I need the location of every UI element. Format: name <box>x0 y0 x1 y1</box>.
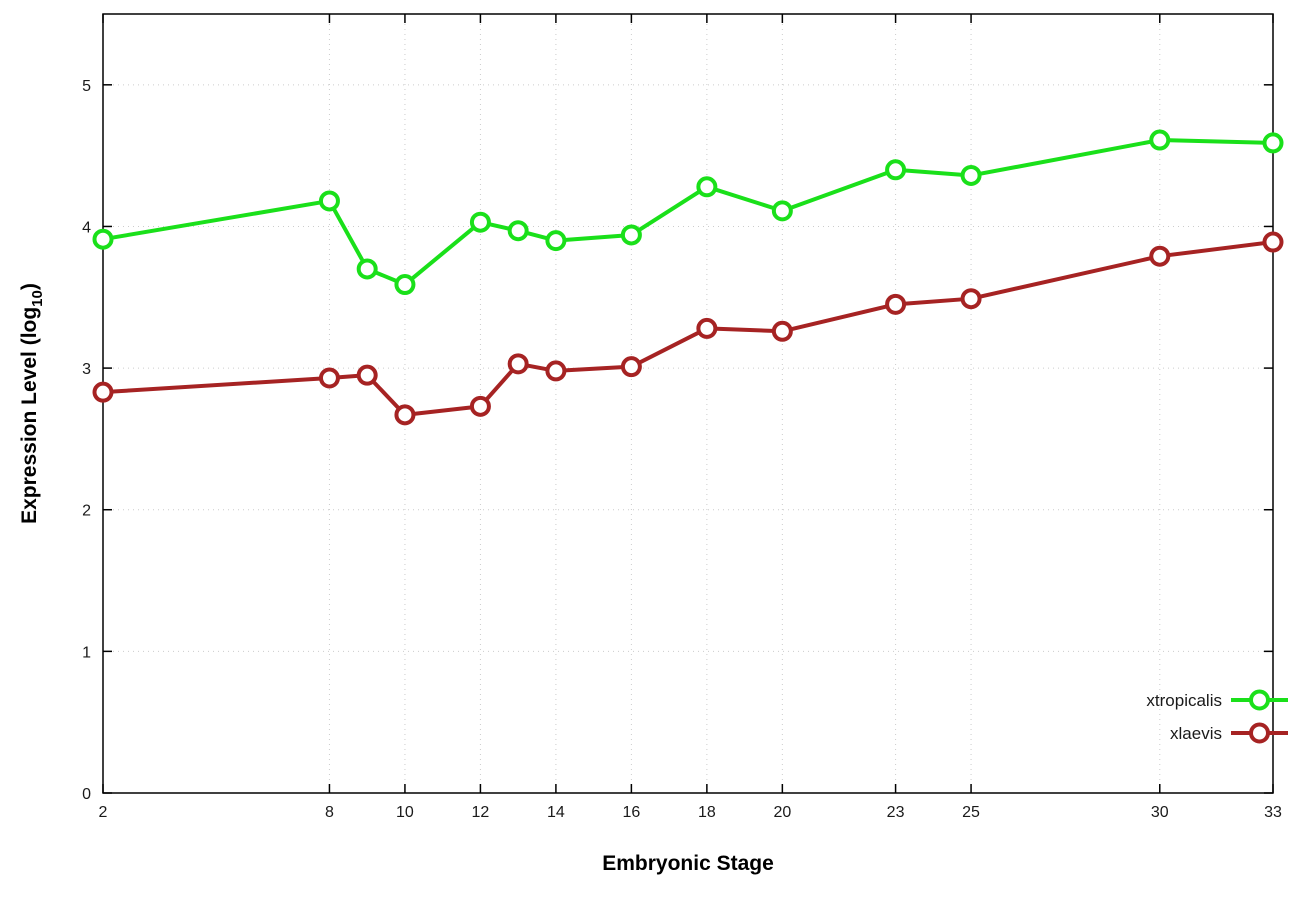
x-tick-label: 8 <box>325 804 334 821</box>
data-point-xlaevis <box>1149 245 1171 267</box>
data-point-xlaevis <box>620 356 642 378</box>
y-tick-label: 3 <box>82 361 91 378</box>
data-point-xlaevis <box>545 360 567 382</box>
y-tick-label: 2 <box>82 503 91 520</box>
data-point-xlaevis <box>92 381 114 403</box>
data-point-xtropicalis <box>885 159 907 181</box>
data-point-xlaevis <box>356 364 378 386</box>
y-tick-label: 1 <box>82 644 91 661</box>
x-tick-label: 30 <box>1151 804 1169 821</box>
y-axis-label: Expression Level (log10) <box>18 283 46 524</box>
data-point-xtropicalis <box>545 230 567 252</box>
data-point-xtropicalis <box>1149 129 1171 151</box>
x-tick-label: 18 <box>698 804 716 821</box>
data-point-xtropicalis <box>318 190 340 212</box>
data-point-xtropicalis <box>960 164 982 186</box>
data-point-xtropicalis <box>620 224 642 246</box>
data-point-xtropicalis <box>507 220 529 242</box>
y-tick-label: 0 <box>82 786 91 803</box>
data-point-xlaevis <box>469 395 491 417</box>
data-point-xlaevis <box>507 353 529 375</box>
data-point-xlaevis <box>771 320 793 342</box>
series-line-xlaevis <box>101 240 1275 417</box>
data-point-xlaevis <box>696 317 718 339</box>
x-tick-label: 25 <box>962 804 980 821</box>
series-line-xtropicalis <box>101 138 1275 287</box>
data-point-xtropicalis <box>469 211 491 233</box>
data-point-xtropicalis <box>771 200 793 222</box>
data-point-xlaevis <box>318 367 340 389</box>
data-point-xtropicalis <box>696 176 718 198</box>
x-tick-label: 10 <box>396 804 414 821</box>
x-tick-label: 12 <box>472 804 490 821</box>
legend-marker-xlaevis <box>1249 722 1270 744</box>
x-tick-label: 2 <box>99 804 108 821</box>
x-axis-label: Embryonic Stage <box>602 852 774 875</box>
legend-marker-xtropicalis <box>1249 689 1270 711</box>
legend-label-xlaevis: xlaevis <box>1170 724 1222 743</box>
data-point-xlaevis <box>1262 231 1284 253</box>
y-tick-label: 5 <box>82 78 91 95</box>
y-tick-label: 4 <box>82 219 91 236</box>
data-point-xlaevis <box>394 404 416 426</box>
x-tick-label: 20 <box>773 804 791 821</box>
x-tick-label: 23 <box>887 804 905 821</box>
plot-border <box>102 13 1274 794</box>
data-point-xtropicalis <box>394 274 416 296</box>
data-point-xtropicalis <box>1262 132 1284 154</box>
legend-label-xtropicalis: xtropicalis <box>1146 691 1222 710</box>
data-point-xlaevis <box>885 293 907 315</box>
data-point-xtropicalis <box>92 228 114 250</box>
data-point-xtropicalis <box>356 258 378 280</box>
x-tick-label: 33 <box>1264 804 1282 821</box>
x-tick-label: 14 <box>547 804 565 821</box>
data-point-xlaevis <box>960 288 982 310</box>
x-tick-label: 16 <box>622 804 640 821</box>
